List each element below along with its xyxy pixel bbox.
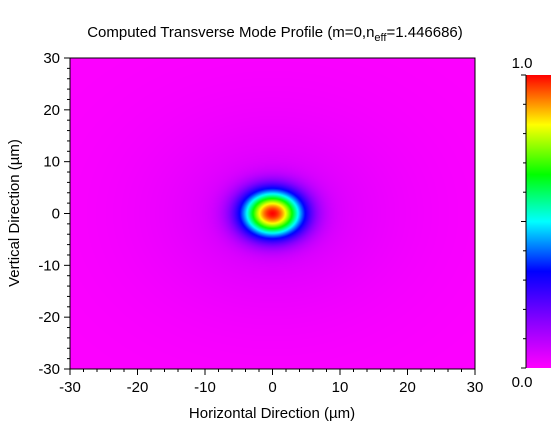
mode-intensity-heatmap bbox=[70, 58, 475, 369]
y-tick-label: 20 bbox=[43, 102, 60, 119]
colorbar-min-label: 0.0 bbox=[512, 374, 533, 391]
x-tick-label: 30 bbox=[467, 379, 484, 396]
y-tick-label: 10 bbox=[43, 154, 60, 171]
colorbar-max-label: 1.0 bbox=[512, 55, 533, 72]
chart-title: Computed Transverse Mode Profile (m=0,ne… bbox=[87, 24, 463, 44]
x-tick-label: -20 bbox=[127, 379, 149, 396]
y-tick-label: 30 bbox=[43, 50, 60, 67]
colorbar-gradient bbox=[526, 75, 551, 368]
title-subscript: eff bbox=[374, 32, 387, 44]
x-tick-label: -10 bbox=[194, 379, 216, 396]
x-axis-label: Horizontal Direction (µm) bbox=[189, 405, 355, 422]
y-tick-label: 0 bbox=[52, 206, 60, 223]
x-tick-label: 20 bbox=[399, 379, 416, 396]
x-tick-label: 10 bbox=[332, 379, 349, 396]
x-tick-label: -30 bbox=[59, 379, 81, 396]
y-tick-label: -10 bbox=[38, 257, 60, 274]
y-axis-label: Vertical Direction (µm) bbox=[6, 139, 23, 287]
plot-area bbox=[69, 57, 476, 370]
colorbar: 1.0 0.0 bbox=[512, 55, 551, 391]
y-tick-label: -30 bbox=[38, 361, 60, 378]
x-tick-label: 0 bbox=[268, 379, 276, 396]
y-tick-label: -20 bbox=[38, 309, 60, 326]
y-axis: 30 20 10 0 -10 -20 -30 bbox=[38, 50, 70, 378]
x-axis: -30 -20 -10 0 10 20 30 bbox=[59, 369, 483, 396]
